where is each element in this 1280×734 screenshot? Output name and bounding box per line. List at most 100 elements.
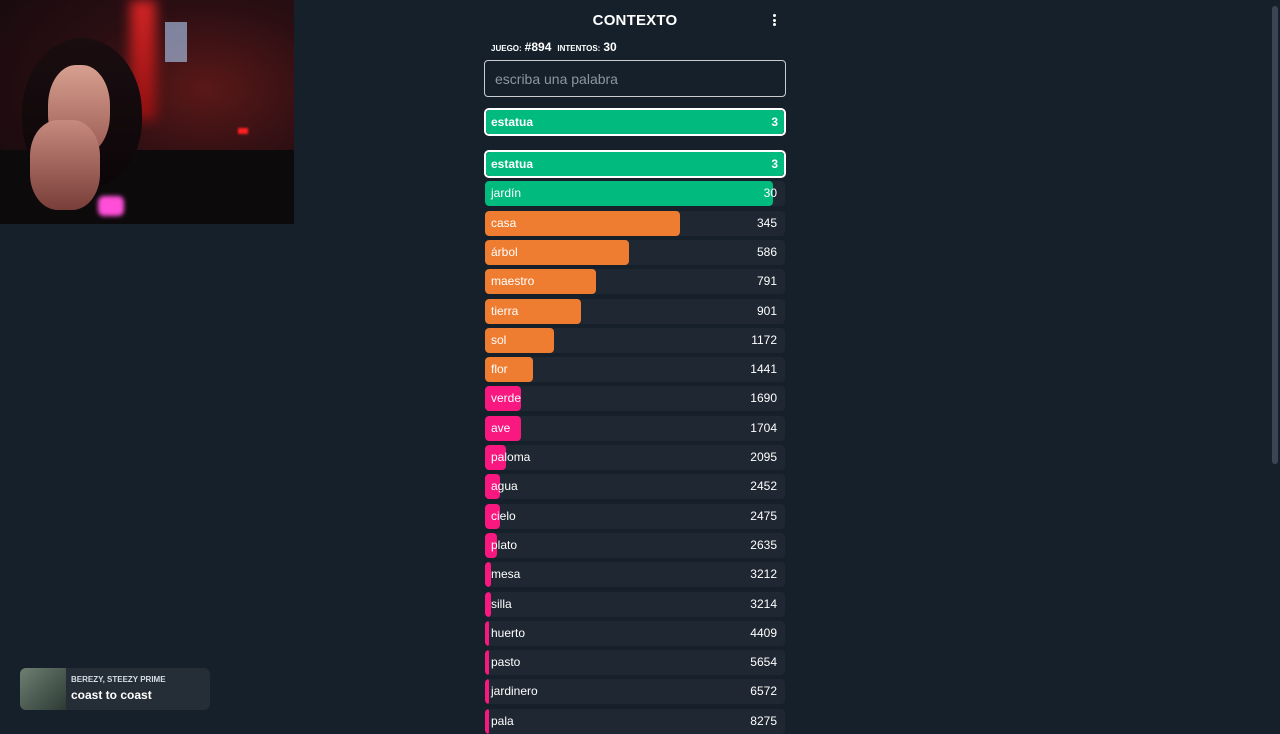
guess-rank: 8275 [750,714,777,728]
guess-rank: 3212 [750,567,777,581]
guess-word: árbol [491,245,518,259]
guess-word: tierra [491,304,519,318]
headset-pink-light [98,196,124,216]
guess-rank: 5654 [750,655,777,669]
guess-rank: 30 [763,186,777,200]
guess-word: sol [491,333,507,347]
guess-similarity-bar [486,152,784,176]
guess-row: mesa 3212 [485,562,785,587]
now-playing-artist: BEREZY, STEEZY PRIME [71,675,166,684]
guess-similarity-bar [485,592,491,617]
attempts-label: INTENTOS: [557,44,601,53]
last-guess-row: estatua 3 [484,108,786,136]
guess-word: huerto [491,626,526,640]
guess-similarity-bar [485,709,489,734]
guess-row: agua 2452 [485,474,785,499]
attempts-count: 30 [603,40,617,54]
guess-word: silla [491,597,512,611]
game-number: #894 [524,40,552,54]
guess-word: pasto [491,655,521,669]
guess-word: plato [491,538,518,552]
guess-row: árbol 586 [485,240,785,265]
now-playing-widget: BEREZY, STEEZY PRIME coast to coast [20,668,210,710]
guess-similarity-bar [485,328,554,353]
last-guess-word: estatua [491,115,534,129]
guess-word: paloma [491,450,531,464]
guess-word: agua [491,479,518,493]
guess-similarity-bar [485,533,497,558]
guess-similarity-bar [485,445,506,470]
guess-rank: 6572 [750,684,777,698]
guess-rank: 2635 [750,538,777,552]
guess-row: verde 1690 [485,386,785,411]
guess-word: casa [491,216,517,230]
game-info: JUEGO: #894 INTENTOS: 30 [491,40,623,54]
word-input[interactable] [484,60,786,97]
guess-row: estatua 3 [484,150,786,178]
guess-word: ave [491,421,511,435]
guess-word: estatua [491,157,534,171]
guess-rank: 2095 [750,450,777,464]
streamer-hand [30,120,100,210]
guess-rank: 1704 [750,421,777,435]
guess-similarity-bar [485,621,489,646]
guess-similarity-bar [485,299,581,324]
scrollbar-thumb[interactable] [1272,6,1278,464]
guess-row: jardinero 6572 [485,679,785,704]
guess-rank: 345 [756,216,777,230]
guess-row: pala 8275 [485,709,785,734]
guess-row: huerto 4409 [485,621,785,646]
guess-word: mesa [491,567,521,581]
guess-similarity-bar [485,357,533,382]
guess-row: silla 3214 [485,592,785,617]
red-indicator-light [238,128,248,134]
guess-similarity-bar [485,679,489,704]
last-guess-bar [486,110,784,134]
guess-rank: 1690 [750,391,777,405]
guess-rank: 2452 [750,479,777,493]
guess-similarity-bar [485,181,773,206]
game-number-label: JUEGO: [491,44,522,53]
guess-rank: 901 [756,304,777,318]
guess-row: tierra 901 [485,299,785,324]
guess-word: jardín [491,186,522,200]
guess-row: casa 345 [485,211,785,236]
guess-similarity-bar [485,269,596,294]
guess-row: flor 1441 [485,357,785,382]
scrollbar[interactable] [1268,0,1280,720]
more-options-icon[interactable] [768,12,780,28]
last-guess-rank: 3 [771,115,778,129]
guess-similarity-bar [485,504,500,529]
guess-rank: 3214 [750,597,777,611]
guess-row: jardín 30 [485,181,785,206]
webcam-overlay [0,0,294,224]
guess-rank: 1441 [750,362,777,376]
guess-word: maestro [491,274,535,288]
guess-similarity-bar [485,416,521,441]
guess-rank: 791 [756,274,777,288]
guess-row: cielo 2475 [485,504,785,529]
guess-similarity-bar [485,562,491,587]
guess-row: ave 1704 [485,416,785,441]
guess-row: paloma 2095 [485,445,785,470]
page-title: CONTEXTO [592,12,678,29]
guess-row: plato 2635 [485,533,785,558]
guess-rank: 3 [771,157,778,171]
guess-similarity-bar [485,386,521,411]
guess-similarity-bar [485,650,489,675]
guess-row: sol 1172 [485,328,785,353]
guess-rank: 4409 [750,626,777,640]
now-playing-song: coast to coast [71,688,152,702]
guess-similarity-bar [485,240,629,265]
guess-row: maestro 791 [485,269,785,294]
guess-word: jardinero [491,684,538,698]
guess-row: pasto 5654 [485,650,785,675]
guess-rank: 1172 [751,333,777,347]
guess-word: flor [491,362,508,376]
album-art [20,668,66,710]
background-monitor [165,22,187,62]
guess-similarity-bar [485,211,680,236]
guess-word: pala [491,714,514,728]
guess-rank: 586 [756,245,777,259]
guess-rank: 2475 [750,509,777,523]
